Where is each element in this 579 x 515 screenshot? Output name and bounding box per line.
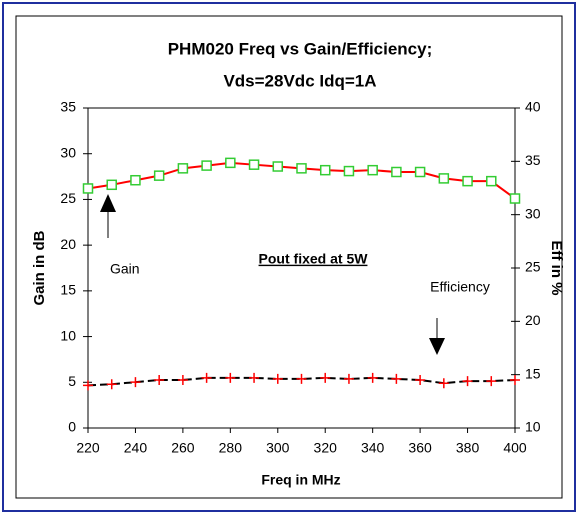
marker (248, 159, 260, 170)
y2-tick-label: 25 (525, 259, 541, 275)
x-axis-label: Freq in MHz (261, 472, 340, 488)
marker (343, 373, 354, 384)
y-axis-label: Gain in dB (31, 230, 48, 305)
x-tick-label: 400 (503, 440, 527, 456)
y-tick-label: 5 (68, 373, 76, 389)
annotation: Efficiency (430, 279, 490, 295)
marker (272, 161, 284, 172)
marker (272, 373, 283, 384)
y2-tick-label: 35 (525, 152, 541, 168)
marker (225, 372, 236, 383)
marker (319, 164, 331, 176)
y2-tick-label: 20 (525, 312, 541, 328)
x-tick-label: 260 (171, 440, 195, 456)
x-tick-label: 280 (219, 440, 243, 456)
marker (415, 375, 426, 385)
y2-tick-label: 30 (525, 205, 541, 221)
x-tick-label: 300 (266, 440, 290, 456)
marker (130, 174, 141, 186)
y2-tick-label: 40 (525, 99, 541, 115)
marker (462, 376, 473, 387)
y-tick-label: 30 (60, 144, 76, 160)
marker (367, 164, 378, 176)
marker (486, 376, 497, 387)
y-tick-label: 25 (60, 190, 76, 206)
marker (438, 378, 449, 389)
marker (130, 377, 141, 388)
marker (154, 375, 165, 385)
x-tick-label: 220 (76, 440, 100, 456)
y-tick-label: 15 (60, 282, 76, 298)
y-tick-label: 10 (60, 327, 76, 343)
marker (510, 375, 520, 385)
x-tick-label: 320 (314, 440, 338, 456)
annotation: Gain (110, 261, 140, 277)
y2-axis-label: Eff in % (548, 241, 565, 296)
marker (177, 375, 188, 385)
x-tick-label: 380 (456, 440, 480, 456)
annotation: Pout fixed at 5W (259, 251, 369, 267)
marker (201, 372, 212, 383)
marker (367, 372, 378, 383)
marker (201, 160, 212, 171)
y-tick-label: 35 (60, 99, 76, 115)
arrow-head (429, 338, 445, 355)
x-tick-label: 340 (361, 440, 385, 456)
marker (177, 163, 189, 174)
x-tick-label: 360 (408, 440, 432, 456)
chart-title: Vds=28Vdc Idq=1A (223, 71, 376, 90)
marker (153, 170, 165, 181)
marker (106, 179, 117, 191)
x-tick-label: 240 (124, 440, 148, 456)
marker (296, 163, 307, 174)
marker (82, 183, 94, 194)
marker (249, 372, 260, 383)
marker (225, 157, 236, 169)
marker (509, 193, 521, 204)
marker (462, 175, 473, 187)
y-tick-label: 20 (60, 236, 76, 252)
chart-title: PHM020 Freq vs Gain/Efficiency; (168, 39, 433, 58)
marker (320, 372, 331, 383)
y2-tick-label: 15 (525, 365, 541, 381)
y2-tick-label: 10 (525, 419, 541, 435)
marker (106, 379, 117, 390)
marker (296, 373, 307, 384)
chart-frame (15, 15, 563, 499)
arrow-head (100, 194, 116, 212)
marker (343, 165, 355, 177)
marker (414, 166, 426, 178)
marker (391, 373, 402, 384)
y-tick-label: 0 (68, 419, 76, 435)
marker (486, 175, 497, 187)
marker (391, 166, 402, 178)
marker (83, 380, 93, 391)
marker (438, 173, 450, 184)
